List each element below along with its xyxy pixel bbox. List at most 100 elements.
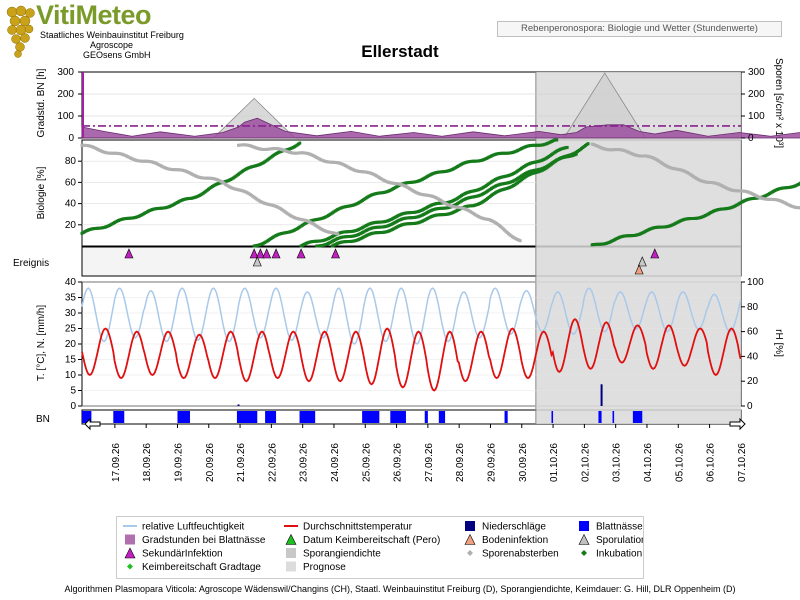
org-line-1: Staatliches Weinbauinstitut Freiburg xyxy=(40,30,184,40)
inkubation-point xyxy=(555,138,559,142)
sporangien-tick-label: 0 xyxy=(68,133,74,144)
sporenabsterben-point xyxy=(798,206,800,210)
sporangien-tick-label: 300 xyxy=(57,67,74,78)
inkubation-series xyxy=(330,142,590,248)
event-sekundaerinfektion-marker xyxy=(255,248,265,259)
temperature-tick-label: 5 xyxy=(70,386,76,397)
event-sekundaerinfektion-marker xyxy=(650,248,660,259)
legend-label: Keimbereitschaft Gradtage xyxy=(142,562,261,573)
sporenabsterben-series xyxy=(80,143,340,236)
legend-label: Inkubation xyxy=(596,549,642,560)
blattnaesse-bar xyxy=(82,411,92,423)
legend-symbol xyxy=(465,521,475,531)
legend-item: Sporenabsterben xyxy=(467,549,559,560)
blattnaesse-bar xyxy=(236,411,258,423)
event-bodeninfektion-marker xyxy=(634,264,644,275)
legend-label: Sporangiendichte xyxy=(303,549,381,560)
date-tick-label: 22.09.26 xyxy=(267,443,278,482)
luftfeuchtigkeit-line xyxy=(81,287,742,345)
sporenabsterben-series xyxy=(237,143,522,243)
event-sekundaerinfektion-marker xyxy=(249,248,259,259)
temperature-tick-label: 25 xyxy=(65,324,77,335)
org-line-3: GEOsens GmbH xyxy=(83,50,151,60)
bn-label: BN xyxy=(36,414,50,425)
scroll-left-icon[interactable] xyxy=(84,417,101,431)
legend-item: Gradstunden bei Blattnässe xyxy=(125,534,266,546)
blattnaesse-bar xyxy=(390,411,406,423)
humidity-tick-label: 60 xyxy=(747,327,759,338)
event-sporulation-marker xyxy=(252,256,262,267)
biologie-tick-label: 80 xyxy=(65,156,77,167)
legend-item: Durchschnittstemperatur xyxy=(284,522,413,533)
event-sporulation-marker xyxy=(637,256,647,267)
legend-symbol xyxy=(579,521,589,531)
legend-symbol xyxy=(286,548,296,558)
temperature-tick-label: 35 xyxy=(65,293,77,304)
legend-symbol xyxy=(581,550,587,556)
station-title: Ellerstadt xyxy=(361,42,439,61)
sporangien-ylabel: Gradstd. BN [h] xyxy=(36,68,47,137)
date-tick-label: 17.09.26 xyxy=(111,443,122,482)
legend-label: Prognose xyxy=(303,562,346,573)
sporenabsterben-series xyxy=(590,142,800,210)
legend-symbol xyxy=(125,534,135,545)
date-tick-label: 03.10.26 xyxy=(612,443,623,482)
sporen-tick-label: 100 xyxy=(748,111,765,122)
niederschlag-bar xyxy=(600,384,603,406)
legend-symbol xyxy=(285,533,297,545)
legend-label: Sporulation xyxy=(596,535,643,546)
humidity-tick-label: 0 xyxy=(747,401,753,412)
date-tick-label: 06.10.26 xyxy=(706,443,717,482)
legend-symbol xyxy=(467,550,473,556)
date-tick-label: 21.09.26 xyxy=(236,443,247,482)
legend-item: Prognose xyxy=(286,561,346,573)
date-tick-label: 05.10.26 xyxy=(674,443,685,482)
humidity-tick-label: 100 xyxy=(747,277,764,288)
legend-symbol xyxy=(578,533,590,545)
date-tick-label: 07.10.26 xyxy=(737,443,748,482)
date-tick-label: 20.09.26 xyxy=(205,443,216,482)
inkubation-point xyxy=(798,182,800,186)
blattnaesse-bar xyxy=(299,411,316,423)
blattnaesse-bar xyxy=(632,411,643,423)
temperature-tick-label: 0 xyxy=(70,401,76,412)
temperature-tick-label: 20 xyxy=(65,339,77,350)
biologie-ylabel: Biologie [%] xyxy=(36,166,47,219)
sporen-tick-label: 300 xyxy=(748,67,765,78)
event-sekundaerinfektion-marker xyxy=(262,248,272,259)
date-tick-label: 25.09.26 xyxy=(361,443,372,482)
sporenabsterben-point xyxy=(518,239,522,243)
date-tick-label: 26.09.26 xyxy=(393,443,404,482)
niederschlag-bar xyxy=(237,404,240,406)
temperatur-line xyxy=(81,318,742,392)
date-tick-label: 02.10.26 xyxy=(580,443,591,482)
date-tick-label: 01.10.26 xyxy=(549,443,560,482)
humidity-tick-label: 20 xyxy=(747,376,759,387)
legend-label: Sporenabsterben xyxy=(482,549,559,560)
legend-label: Durchschnittstemperatur xyxy=(303,522,413,533)
date-tick-label: 27.09.26 xyxy=(424,443,435,482)
legend-item: Niederschläge xyxy=(465,521,546,533)
biologie-tick-label: 60 xyxy=(65,177,77,188)
blattnaesse-bar xyxy=(612,411,615,423)
humidity-tick-label: 40 xyxy=(747,351,759,362)
legend-symbol xyxy=(464,533,476,545)
legend-label: Niederschläge xyxy=(482,522,546,533)
scroll-right-icon[interactable] xyxy=(729,417,746,431)
inkubation-series xyxy=(590,181,800,247)
blattnaesse-bar xyxy=(113,411,125,423)
legend-label: Blattnässe xyxy=(596,522,643,533)
blattnaesse-bar xyxy=(362,411,380,423)
legend-item: Sporulation xyxy=(578,533,643,546)
legend-item: SekundärInfektion xyxy=(124,547,223,560)
legend-symbol xyxy=(127,563,133,570)
inkubation-series xyxy=(252,138,559,248)
legend-item: Inkubation xyxy=(581,549,642,560)
temperature-tick-label: 40 xyxy=(65,277,77,288)
legend-item: Sporangiendichte xyxy=(286,548,381,560)
sporen-tick-label: 200 xyxy=(748,89,765,100)
biologie-tick-label: 20 xyxy=(65,220,77,231)
legend-symbol xyxy=(286,561,296,572)
